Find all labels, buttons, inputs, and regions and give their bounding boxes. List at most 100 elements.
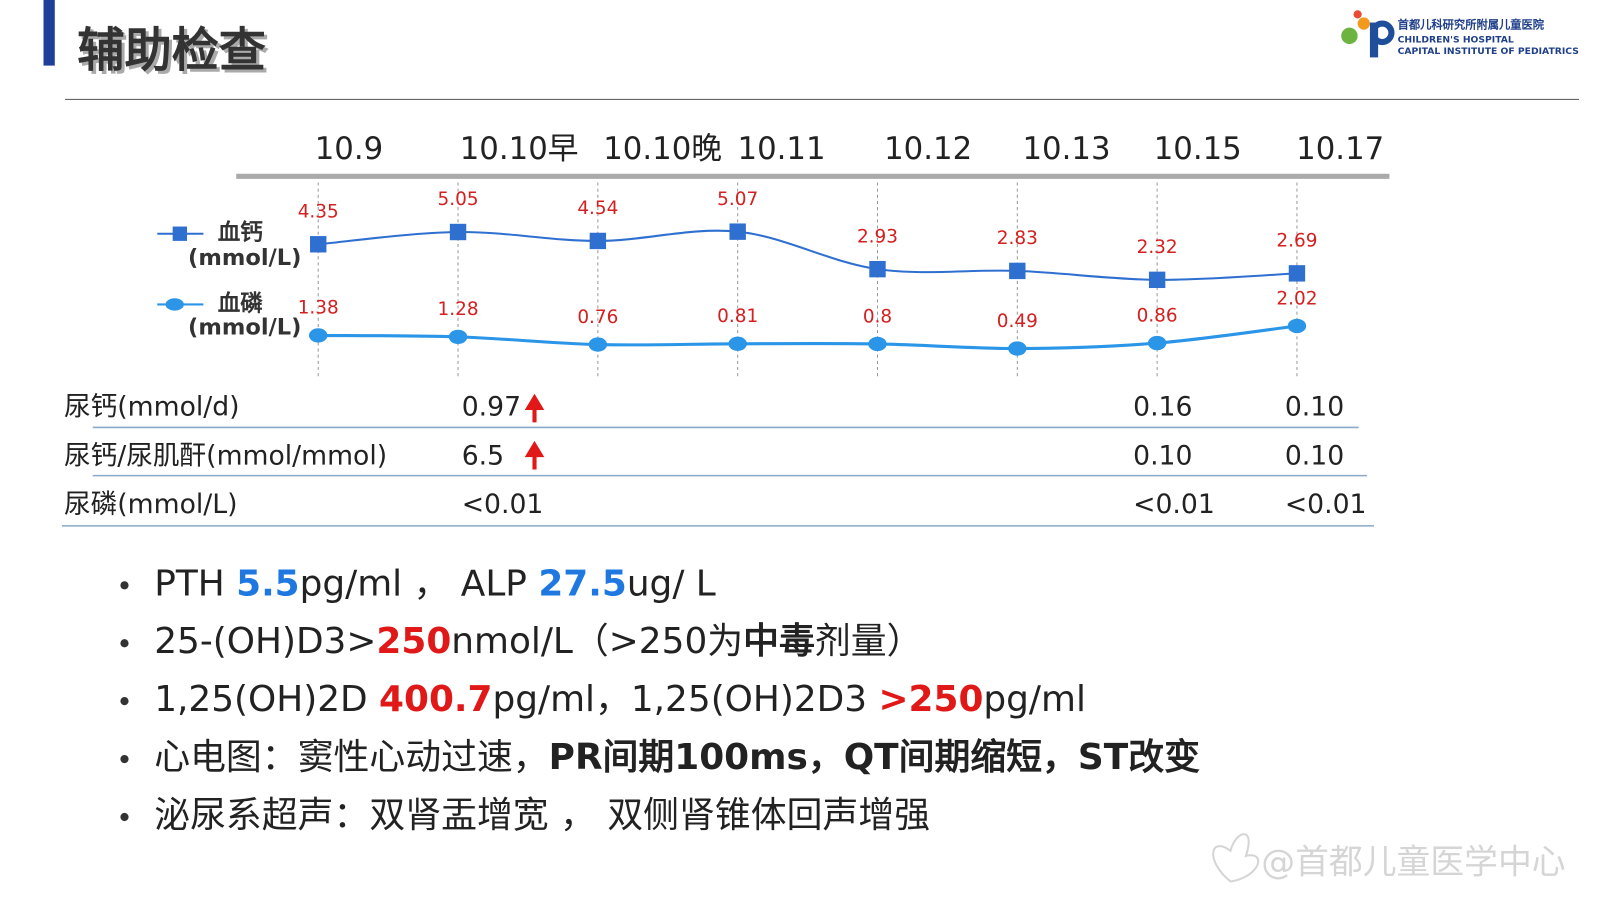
value-label: 1.38 [298, 298, 339, 319]
value-label: 0.8 [863, 306, 892, 327]
date-label: 10.9 [315, 131, 383, 167]
value-label: 0.49 [997, 311, 1038, 332]
marker [1008, 341, 1027, 356]
marker [310, 236, 327, 253]
text-run: pg/ml [983, 679, 1086, 720]
bullet-text: 心电图：窦性心动过速，PR间期100ms，QT间期缩短，ST改变 [154, 736, 1200, 778]
marker [869, 260, 886, 278]
bullet-text: 1,25(OH)2D 400.7pg/ml，1,25(OH)2D3 >250pg… [154, 679, 1086, 720]
title: 辅助检查 [77, 23, 266, 78]
legend-marker [172, 226, 188, 241]
date-label: 10.12 [884, 131, 972, 167]
table-cell: 0.10 [1133, 441, 1192, 472]
legend-label: 血钙 [218, 219, 264, 246]
text-run: pg/ml ， ALP [300, 563, 539, 604]
bullet-text: PTH 5.5pg/ml ， ALP 27.5ug/ L [154, 563, 716, 604]
marker [1287, 318, 1307, 334]
text-run: PR间期100ms，QT间期缩短，ST改变 [549, 736, 1200, 778]
marker [308, 328, 328, 343]
title-bar [43, 0, 55, 66]
date-label: 10.13 [1022, 131, 1110, 167]
watermark-icon [1212, 833, 1260, 883]
legend-unit: (mmol/L) [188, 245, 301, 271]
series-line [318, 229, 1297, 281]
marker [589, 232, 607, 250]
date-label: 10.11 [738, 131, 826, 167]
date-label: 10.17 [1296, 131, 1384, 167]
bullet-dot [120, 581, 129, 590]
up-arrow [524, 393, 545, 423]
value-label: 2.83 [997, 228, 1038, 249]
table-cell: 0.97 [462, 391, 521, 422]
date-label: 10.10早 [460, 131, 579, 167]
watermark: @首都儿童医学中心 [1212, 833, 1566, 883]
value-label: 2.32 [1137, 237, 1178, 258]
table: 尿钙(mmol/d) 0.97 0.16 0.10 尿钙/尿肌酐(mmol/mmol) 6… [61, 391, 1375, 527]
logo: 首都儿科研究所附属儿童医院 CHILDREN'S HOSPITAL CAPITA… [1341, 10, 1579, 58]
date-label: 10.15 [1154, 131, 1242, 167]
text-run: 心电图：窦性心动过速， [154, 737, 548, 778]
up-arrow [524, 440, 545, 470]
marker [1148, 271, 1166, 289]
text-run: ug/ L [627, 563, 716, 604]
legend-label: 血磷 [218, 290, 264, 317]
logo-name: 首都儿科研究所附属儿童医院 [1398, 18, 1545, 32]
logo-name-en: CHILDREN'S HOSPITAL [1398, 34, 1514, 45]
bullet-dot [120, 639, 129, 648]
text-run: 中毒 [743, 621, 815, 662]
value-label: 0.81 [717, 306, 758, 327]
table-cell: <0.01 [1133, 489, 1215, 520]
watermark-text: @首都儿童医学中心 [1261, 843, 1565, 882]
table-cell: 0.10 [1285, 441, 1344, 472]
logo-shape [1369, 20, 1395, 46]
marker [868, 336, 887, 352]
logo-shape [1353, 10, 1362, 19]
text-run: 5.5 [236, 563, 300, 604]
text-run: 25-(OH)D3> [154, 621, 376, 662]
marker [448, 329, 468, 345]
value-label: 0.86 [1137, 305, 1178, 326]
value-label: 1.28 [438, 299, 479, 320]
value-label: 4.35 [298, 201, 339, 222]
marker [588, 337, 608, 352]
marker [449, 223, 467, 241]
text-run: pg/ml，1,25(OH)2D3 [492, 679, 878, 720]
text-run: 泌尿系超声：双肾盂增宽 ， 双侧肾锥体回声增强 [154, 795, 930, 836]
bullet-text: 25-(OH)D3>250nmol/L（>250为中毒剂量） [154, 621, 922, 662]
table-cell: 0.10 [1285, 391, 1344, 422]
marker [729, 223, 746, 240]
text-run: >250 [879, 679, 984, 720]
text-run: PTH [154, 563, 236, 604]
value-label: 2.69 [1276, 231, 1317, 252]
marker [1288, 265, 1306, 282]
text-run: nmol/L（>250为 [451, 621, 743, 662]
text-run: 剂量） [815, 621, 923, 662]
table-cell: 0.16 [1133, 391, 1192, 422]
value-label: 2.02 [1276, 288, 1317, 309]
text-run: 400.7 [379, 679, 492, 720]
marker [1147, 335, 1167, 351]
bullet-dot [120, 697, 129, 706]
value-label: 5.07 [717, 189, 758, 210]
legend-marker [165, 298, 184, 311]
bullet-list: PTH 5.5pg/ml ， ALP 27.5ug/ L 25-(OH)D3>25… [120, 563, 1200, 836]
logo-name-en: CAPITAL INSTITUTE OF PEDIATRICS [1398, 46, 1579, 57]
table-cell: <0.01 [1285, 489, 1367, 520]
bullet-text: 泌尿系超声：双肾盂增宽 ， 双侧肾锥体回声增强 [154, 795, 930, 836]
bullet-dot [120, 812, 129, 822]
series-line [318, 324, 1298, 351]
table-cell: 6.5 [462, 441, 504, 472]
text-run: 27.5 [538, 563, 626, 604]
bullet-dot [120, 754, 129, 764]
row-label: 尿钙(mmol/d) [64, 391, 240, 422]
value-label: 2.93 [857, 226, 898, 247]
logo-shape [1341, 27, 1358, 45]
row-label: 尿磷(mmol/L) [64, 489, 238, 520]
date-label: 10.10晚 [603, 131, 722, 167]
legend-unit: (mmol/L) [188, 315, 301, 341]
table-cell: <0.01 [462, 489, 544, 520]
marker [1009, 262, 1026, 280]
text-run: 1,25(OH)2D [154, 679, 379, 720]
